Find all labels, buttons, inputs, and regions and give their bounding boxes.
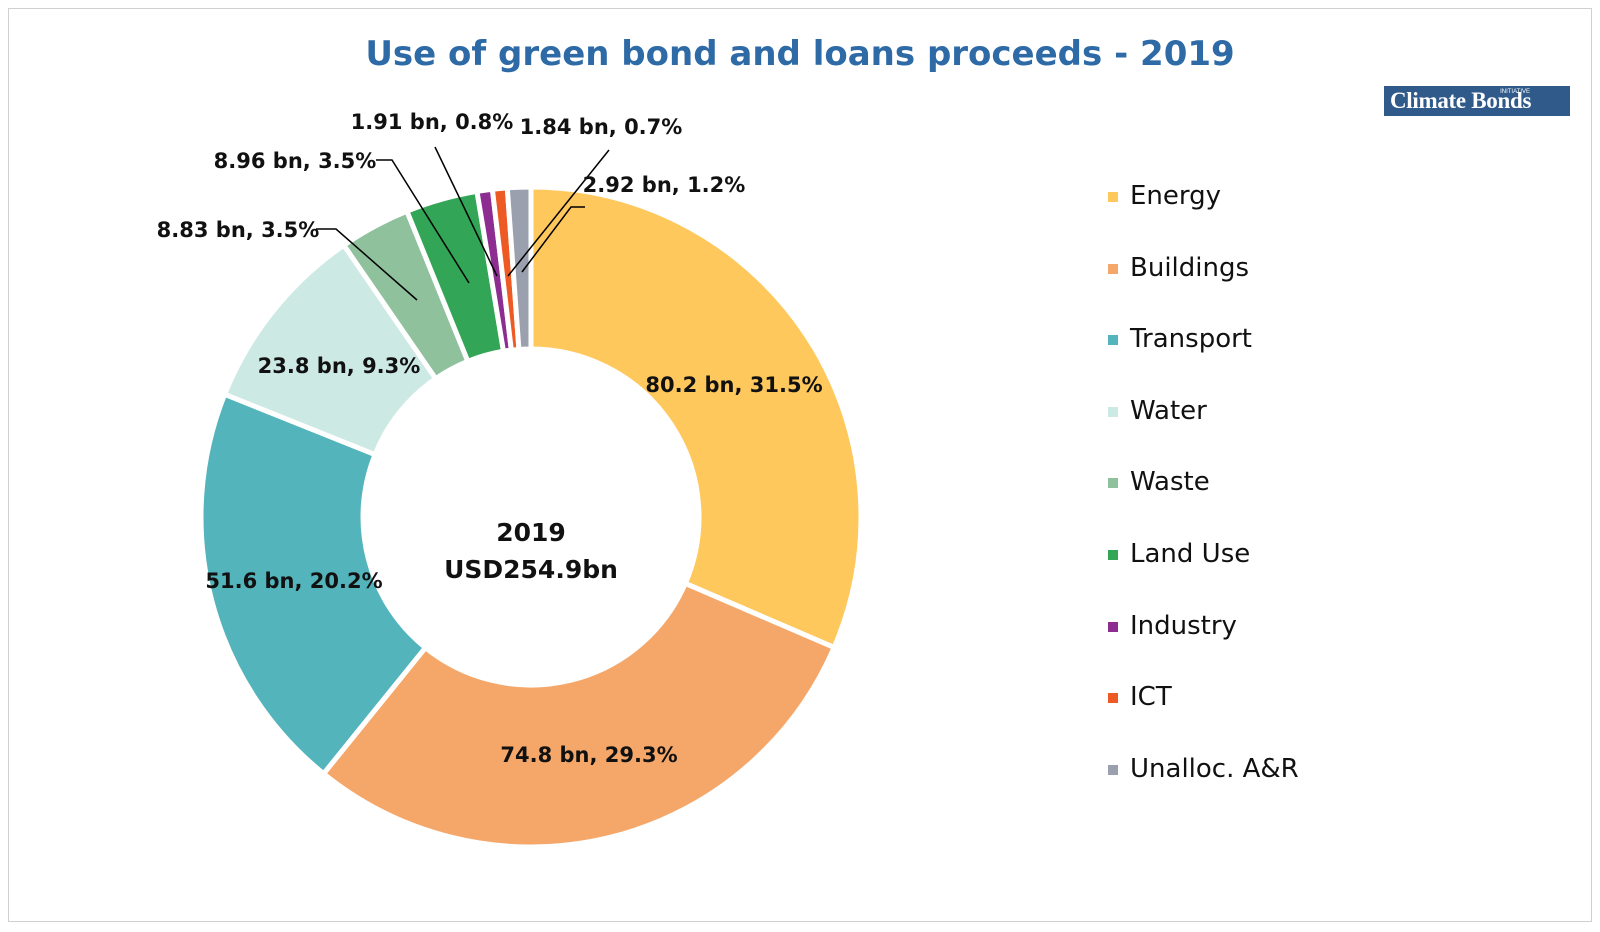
legend-label: ICT bbox=[1130, 682, 1172, 713]
slice-transport bbox=[198, 391, 429, 778]
center-year: 2019 bbox=[496, 518, 566, 547]
legend-item: Unalloc. A&R bbox=[1108, 751, 1299, 823]
data-label: 2.92 bn, 1.2% bbox=[583, 173, 746, 197]
leader-line bbox=[521, 206, 585, 273]
data-label: 23.8 bn, 9.3% bbox=[258, 354, 421, 378]
legend-item: Transport bbox=[1108, 321, 1299, 393]
slice-energy bbox=[528, 184, 864, 651]
data-label: 1.84 bn, 0.7% bbox=[520, 115, 683, 139]
leader-line bbox=[376, 159, 470, 284]
legend-swatch bbox=[1108, 263, 1118, 274]
legend-label: Land Use bbox=[1130, 538, 1251, 569]
data-label: 74.8 bn, 29.3% bbox=[500, 743, 677, 767]
leader-lines bbox=[316, 146, 610, 301]
legend-item: Waste bbox=[1108, 464, 1299, 536]
slice-unalloc-a-r bbox=[504, 184, 534, 353]
climate-bonds-logo: Climate Bonds INITIATIVE bbox=[1384, 86, 1570, 116]
data-label: 51.6 bn, 20.2% bbox=[205, 569, 382, 593]
data-labels: 80.2 bn, 31.5% 74.8 bn, 29.3% 51.6 bn, 20.… bbox=[157, 110, 823, 767]
legend-item: Buildings bbox=[1108, 250, 1299, 322]
center-total: USD254.9bn bbox=[444, 555, 618, 584]
legend-item: Industry bbox=[1108, 608, 1299, 680]
legend-swatch bbox=[1108, 192, 1118, 202]
legend-label: Buildings bbox=[1130, 252, 1250, 283]
legend-item: ICT bbox=[1108, 679, 1299, 751]
logo-text: Climate Bonds bbox=[1390, 88, 1532, 113]
legend-label: Unalloc. A&R bbox=[1130, 753, 1299, 784]
legend-item: Land Use bbox=[1108, 536, 1299, 608]
legend-swatch bbox=[1108, 621, 1118, 632]
leader-line bbox=[507, 149, 610, 277]
chart-title: Use of green bond and loans proceeds - 2… bbox=[365, 34, 1235, 74]
donut-slices bbox=[198, 184, 864, 850]
legend-label: Waste bbox=[1130, 467, 1210, 498]
slice-buildings bbox=[320, 580, 838, 850]
legend-label: Water bbox=[1130, 395, 1207, 426]
legend-item: Energy bbox=[1108, 178, 1299, 250]
legend-swatch bbox=[1108, 764, 1118, 775]
legend-swatch bbox=[1108, 549, 1118, 560]
legend-swatch bbox=[1108, 335, 1118, 346]
leader-line bbox=[316, 228, 418, 301]
legend-swatch bbox=[1108, 406, 1118, 417]
legend-swatch bbox=[1108, 693, 1118, 704]
legend-label: Transport bbox=[1130, 324, 1253, 355]
legend-swatch bbox=[1108, 478, 1118, 489]
legend-item: Water bbox=[1108, 393, 1299, 465]
data-label: 80.2 bn, 31.5% bbox=[645, 373, 822, 397]
data-label: 8.96 bn, 3.5% bbox=[214, 149, 377, 173]
legend: Energy Buildings Transport Water Waste Land U… bbox=[1108, 178, 1299, 822]
legend-label: Industry bbox=[1130, 610, 1237, 641]
logo-tag: INITIATIVE bbox=[1500, 89, 1530, 95]
legend-label: Energy bbox=[1130, 181, 1222, 211]
data-label: 8.83 bn, 3.5% bbox=[157, 218, 320, 242]
data-label: 1.91 bn, 0.8% bbox=[351, 110, 514, 134]
leader-line bbox=[434, 146, 498, 277]
